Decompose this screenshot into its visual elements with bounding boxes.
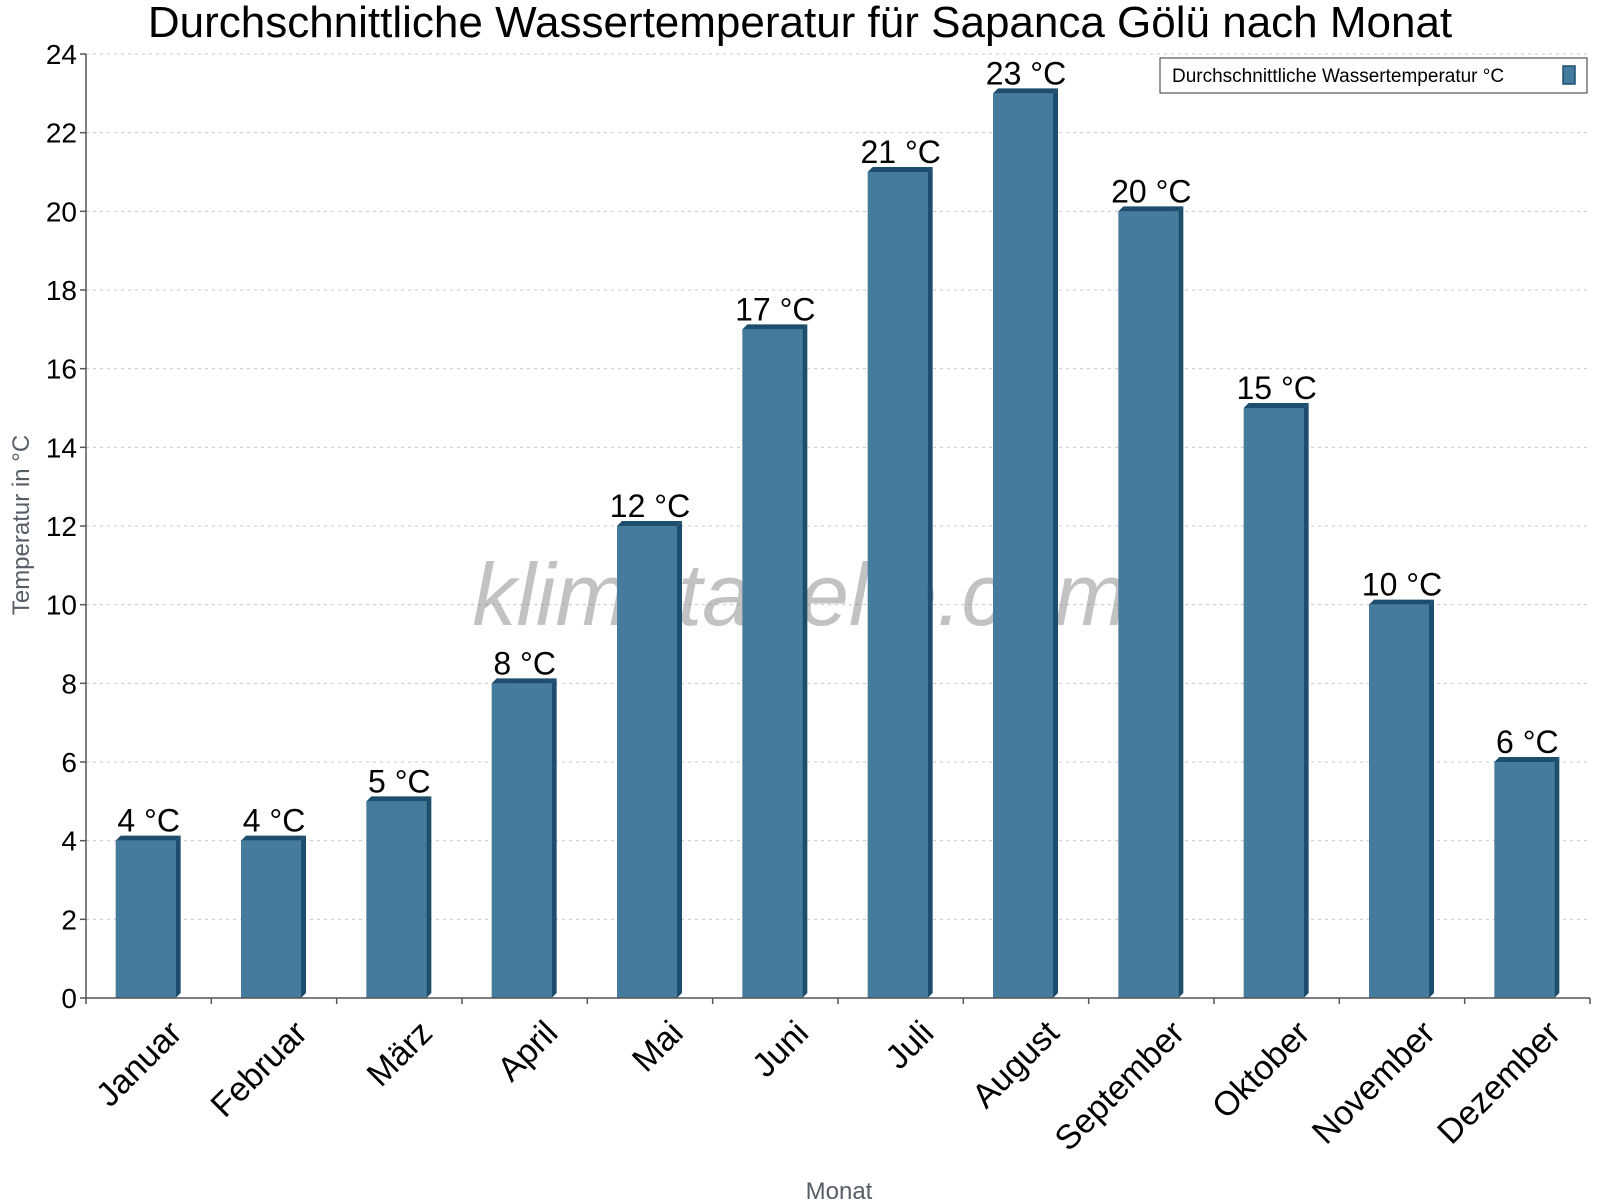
data-label-3: 5 °C — [368, 763, 431, 799]
x-tick-label-1: Januar — [89, 1014, 189, 1114]
data-label-7: 21 °C — [860, 134, 940, 170]
data-label-11: 10 °C — [1362, 567, 1442, 603]
bar-front — [1369, 604, 1429, 998]
bar-front — [366, 801, 427, 998]
y-tick-label-18: 18 — [46, 275, 77, 306]
data-label-8: 23 °C — [986, 55, 1066, 91]
bar-side — [802, 324, 808, 998]
bar-front — [1243, 408, 1304, 998]
x-tick-label-3: März — [360, 1014, 440, 1094]
data-label-12: 6 °C — [1496, 724, 1559, 760]
bar-3 — [366, 796, 432, 998]
data-label-9: 20 °C — [1111, 173, 1191, 209]
y-tick-label-4: 4 — [61, 826, 77, 857]
bar-top — [491, 678, 557, 684]
x-axis-ticks: Januar Februar März April Mai Juni Juli AugustS… — [85, 998, 1591, 1158]
bar-top — [993, 88, 1058, 94]
bar-6 — [742, 324, 808, 998]
data-labels: 4 °C 4 °C 5 °C 8 °C 12 °C 17 °C 21 °C 23 °C 20 °… — [117, 55, 1558, 838]
y-tick-label-8: 8 — [61, 668, 77, 699]
bar-front — [241, 840, 301, 998]
legend-box — [1159, 57, 1588, 94]
bar-2 — [241, 835, 306, 998]
x-tick-label-6: Juni — [745, 1014, 816, 1085]
bar-front — [617, 526, 677, 998]
bar-top — [1369, 599, 1434, 605]
legend-swatch — [1562, 65, 1576, 85]
bar-side — [1554, 757, 1560, 998]
bar-front — [1494, 762, 1555, 998]
y-tick-label-16: 16 — [46, 354, 77, 385]
bar-front — [1118, 211, 1179, 999]
bar-side — [301, 835, 306, 998]
data-label-4: 8 °C — [493, 645, 556, 681]
bar-10 — [1243, 403, 1309, 998]
bar-front — [115, 840, 176, 998]
bar-top — [366, 796, 432, 802]
y-tick-label-22: 22 — [46, 118, 77, 149]
y-tick-label-14: 14 — [46, 432, 77, 463]
bar-front — [993, 93, 1053, 999]
bar-top — [1118, 206, 1184, 212]
bar-top — [867, 167, 933, 172]
x-tick-label-2: Februar — [204, 1014, 315, 1125]
bar-front — [867, 172, 928, 998]
bar-9 — [1118, 206, 1184, 999]
y-tick-label-2: 2 — [61, 904, 77, 935]
bar-side — [1053, 88, 1058, 999]
bar-top — [1494, 757, 1560, 762]
x-tick-label-7: Juli — [878, 1014, 941, 1077]
y-tick-label-6: 6 — [61, 747, 77, 778]
bar-side — [1303, 403, 1309, 998]
data-label-10: 15 °C — [1236, 370, 1316, 406]
bar-side — [677, 521, 682, 998]
y-tick-label-20: 20 — [46, 196, 77, 227]
x-tick-label-5: Mai — [625, 1014, 691, 1080]
x-tick-label-12: Dezember — [1430, 1014, 1568, 1152]
legend-label: Durchschnittliche Wassertemperatur °C — [1172, 66, 1504, 87]
bar-side — [175, 835, 181, 998]
x-tick-label-11: November — [1305, 1014, 1443, 1152]
data-label-5: 12 °C — [610, 488, 690, 524]
x-tick-label-9: September — [1047, 1014, 1191, 1158]
bar-top — [1243, 403, 1309, 408]
bars — [115, 88, 1560, 999]
bar-1 — [115, 835, 181, 998]
bar-side — [927, 167, 933, 998]
y-axis-title: Temperatur in °C — [8, 435, 35, 615]
x-tick-label-4: April — [490, 1014, 565, 1089]
legend: Durchschnittliche Wassertemperatur °C — [1159, 57, 1588, 94]
bar-top — [742, 324, 808, 330]
bar-side — [1429, 599, 1434, 998]
bar-front — [491, 683, 552, 998]
bar-11 — [1369, 599, 1434, 998]
data-label-2: 4 °C — [243, 803, 306, 839]
y-tick-label-10: 10 — [46, 590, 77, 621]
y-tick-label-24: 24 — [46, 39, 77, 70]
bar-side — [551, 678, 557, 998]
bar-8 — [993, 88, 1058, 999]
bar-side — [1178, 206, 1184, 999]
y-tick-label-0: 0 — [61, 983, 77, 1014]
x-tick-label-8: August — [965, 1013, 1067, 1115]
bar-top — [241, 835, 306, 841]
bar-4 — [491, 678, 557, 998]
gridlines — [86, 53, 1590, 920]
y-tick-label-12: 12 — [46, 511, 77, 542]
data-label-6: 17 °C — [735, 291, 815, 327]
bar-side — [426, 796, 432, 998]
bar-7 — [867, 167, 933, 998]
bar-front — [742, 329, 803, 998]
x-tick-label-10: Oktober — [1205, 1014, 1317, 1126]
x-axis-title: Monat — [806, 1178, 873, 1200]
data-label-1: 4 °C — [117, 803, 180, 839]
bar-top — [115, 835, 181, 841]
bar-5 — [617, 521, 682, 998]
chart-title: Durchschnittliche Wassertemperatur für S… — [148, 0, 1452, 47]
bar-12 — [1494, 757, 1560, 998]
bar-top — [617, 521, 682, 526]
